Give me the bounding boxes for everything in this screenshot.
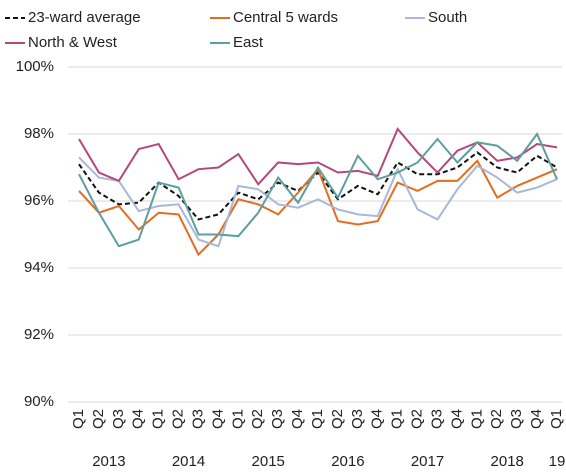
x-tick-label: Q1	[389, 409, 406, 429]
year-label: 2017	[411, 453, 444, 470]
x-tick-label: Q2	[170, 409, 187, 429]
year-label: 2013	[92, 453, 125, 470]
x-tick-label: Q2	[409, 409, 426, 429]
x-tick-label: Q4	[130, 409, 147, 429]
x-tick-label: Q3	[349, 409, 366, 429]
year-label: 19	[549, 453, 566, 470]
x-tick-label: Q1	[468, 409, 485, 429]
legend-label: Central 5 wards	[233, 9, 338, 26]
x-tick-label: Q4	[209, 409, 226, 429]
x-tick-label: Q1	[150, 409, 167, 429]
x-tick-label: Q2	[329, 409, 346, 429]
x-tick-label: Q3	[269, 409, 286, 429]
x-tick-label: Q2	[249, 409, 266, 429]
year-label: 2016	[331, 453, 364, 470]
x-tick-label: Q1	[70, 409, 87, 429]
y-tick-label: 94%	[24, 259, 54, 276]
x-tick-label: Q2	[90, 409, 107, 429]
series-line	[78, 156, 558, 248]
y-tick-label: 90%	[24, 393, 54, 410]
year-label: 2014	[172, 453, 205, 470]
legend-label: South	[428, 9, 467, 26]
x-tick-label: Q4	[369, 409, 386, 429]
x-tick-label: Q4	[528, 409, 545, 429]
x-tick-label: Q4	[448, 409, 465, 429]
legend-label: 23-ward average	[28, 9, 141, 26]
y-tick-label: 96%	[24, 192, 54, 209]
x-tick-label: Q3	[110, 409, 127, 429]
year-label: 2018	[491, 453, 524, 470]
y-tick-label: 98%	[24, 125, 54, 142]
x-tick-label: Q3	[508, 409, 525, 429]
y-tick-label: 92%	[24, 326, 54, 343]
series-line	[78, 132, 558, 248]
x-tick-label: Q3	[189, 409, 206, 429]
y-tick-label: 100%	[16, 58, 54, 75]
legend-label: East	[233, 34, 264, 51]
x-tick-label: Q2	[488, 409, 505, 429]
x-tick-label: Q4	[289, 409, 306, 429]
legend-label: North & West	[28, 34, 118, 51]
x-tick-label: Q1	[229, 409, 246, 429]
x-tick-label: Q3	[428, 409, 445, 429]
x-tick-label: Q1	[309, 409, 326, 429]
year-label: 2015	[252, 453, 285, 470]
x-tick-label: Q1	[548, 409, 565, 429]
